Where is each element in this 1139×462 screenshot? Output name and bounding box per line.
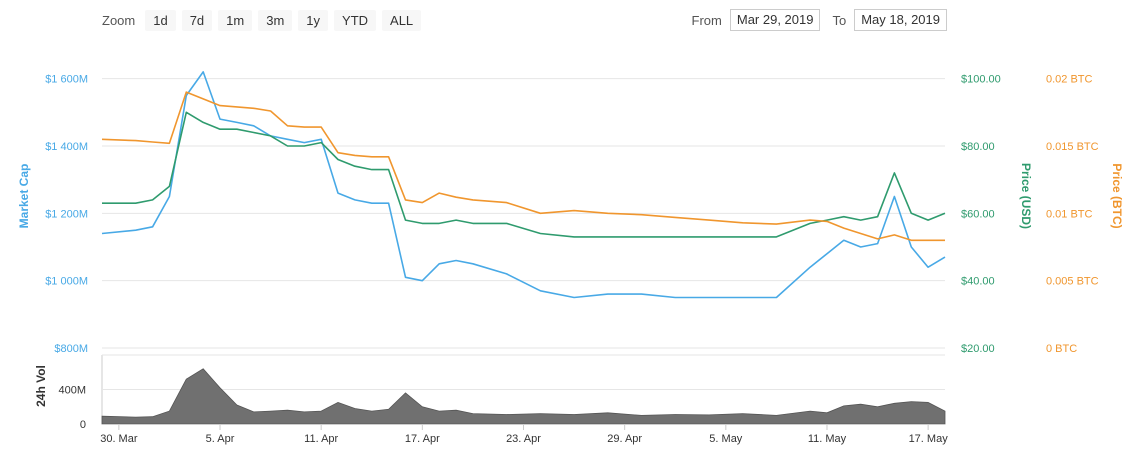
zoom-button-3m[interactable]: 3m	[258, 9, 293, 31]
price-usd-tick-label: $20.00	[961, 343, 995, 355]
from-date-input[interactable]: Mar 29, 2019	[729, 9, 821, 31]
volume-tick-label: 0	[80, 419, 86, 431]
zoom-button-all[interactable]: ALL	[382, 9, 422, 31]
price-usd-tick-label: $40.00	[961, 276, 995, 288]
price-btc-tick-label: 0.015 BTC	[1046, 141, 1099, 153]
price-btc-line	[101, 91, 945, 242]
to-label: To	[832, 12, 847, 28]
volume-tick-label: 400M	[58, 385, 86, 397]
market-cap-tick-label: $1 000M	[45, 276, 88, 288]
market-cap-tick-label: $1 600M	[45, 74, 88, 86]
x-tick-label: 23. Apr	[506, 433, 541, 445]
x-tick-label: 5. May	[709, 433, 743, 445]
to-date-input[interactable]: May 18, 2019	[854, 9, 947, 31]
market-cap-axis-title: Market Cap	[17, 164, 31, 229]
market-cap-line	[101, 71, 946, 299]
zoom-bar: Zoom 1d 7d 1m 3m 1y YTD ALL	[102, 9, 427, 31]
volume-panel	[101, 354, 946, 425]
price-usd-line	[102, 111, 946, 238]
zoom-button-7d[interactable]: 7d	[181, 9, 213, 31]
grid-lines	[102, 78, 945, 349]
date-range: From Mar 29, 2019 To May 18, 2019	[692, 9, 947, 31]
x-tick-label: 17. Apr	[405, 433, 440, 445]
market-cap-tick-label: $800M	[54, 343, 88, 355]
zoom-button-1y[interactable]: 1y	[298, 9, 329, 31]
price-usd-tick-label: $100.00	[961, 74, 1001, 86]
volume-axis-title: 24h Vol	[34, 365, 48, 407]
price-btc-axis-title: Price (BTC)	[1110, 163, 1124, 228]
price-btc-tick-label: 0.01 BTC	[1046, 208, 1093, 220]
x-tick-label: 29. Apr	[607, 433, 642, 445]
zoom-button-1d[interactable]: 1d	[145, 9, 176, 31]
volume-area	[101, 368, 946, 425]
price-btc-tick-label: 0.02 BTC	[1046, 74, 1093, 86]
price-usd-axis-title: Price (USD)	[1019, 163, 1033, 229]
zoom-button-ytd[interactable]: YTD	[334, 9, 377, 31]
x-tick-label: 11. Apr	[304, 433, 338, 445]
price-btc-tick-label: 0.005 BTC	[1046, 276, 1099, 288]
x-tick-label: 30. Mar	[100, 433, 138, 445]
x-tick-label: 17. May	[909, 433, 949, 445]
zoom-button-1m[interactable]: 1m	[218, 9, 253, 31]
price-usd-tick-label: $80.00	[961, 141, 995, 153]
axes: $800M $1 000M $1 200M $1 400M $1 600M $20.00 $…	[17, 74, 1124, 445]
market-cap-tick-label: $1 200M	[45, 208, 88, 220]
from-label: From	[691, 12, 722, 28]
market-cap-tick-label: $1 400M	[45, 141, 88, 153]
x-tick-label: 11. May	[808, 433, 847, 445]
series-lines	[101, 71, 946, 299]
x-tick-label: 5. Apr	[206, 433, 235, 445]
price-usd-tick-label: $60.00	[961, 208, 995, 220]
price-btc-tick-label: 0 BTC	[1046, 343, 1077, 355]
zoom-label: Zoom	[102, 12, 136, 28]
